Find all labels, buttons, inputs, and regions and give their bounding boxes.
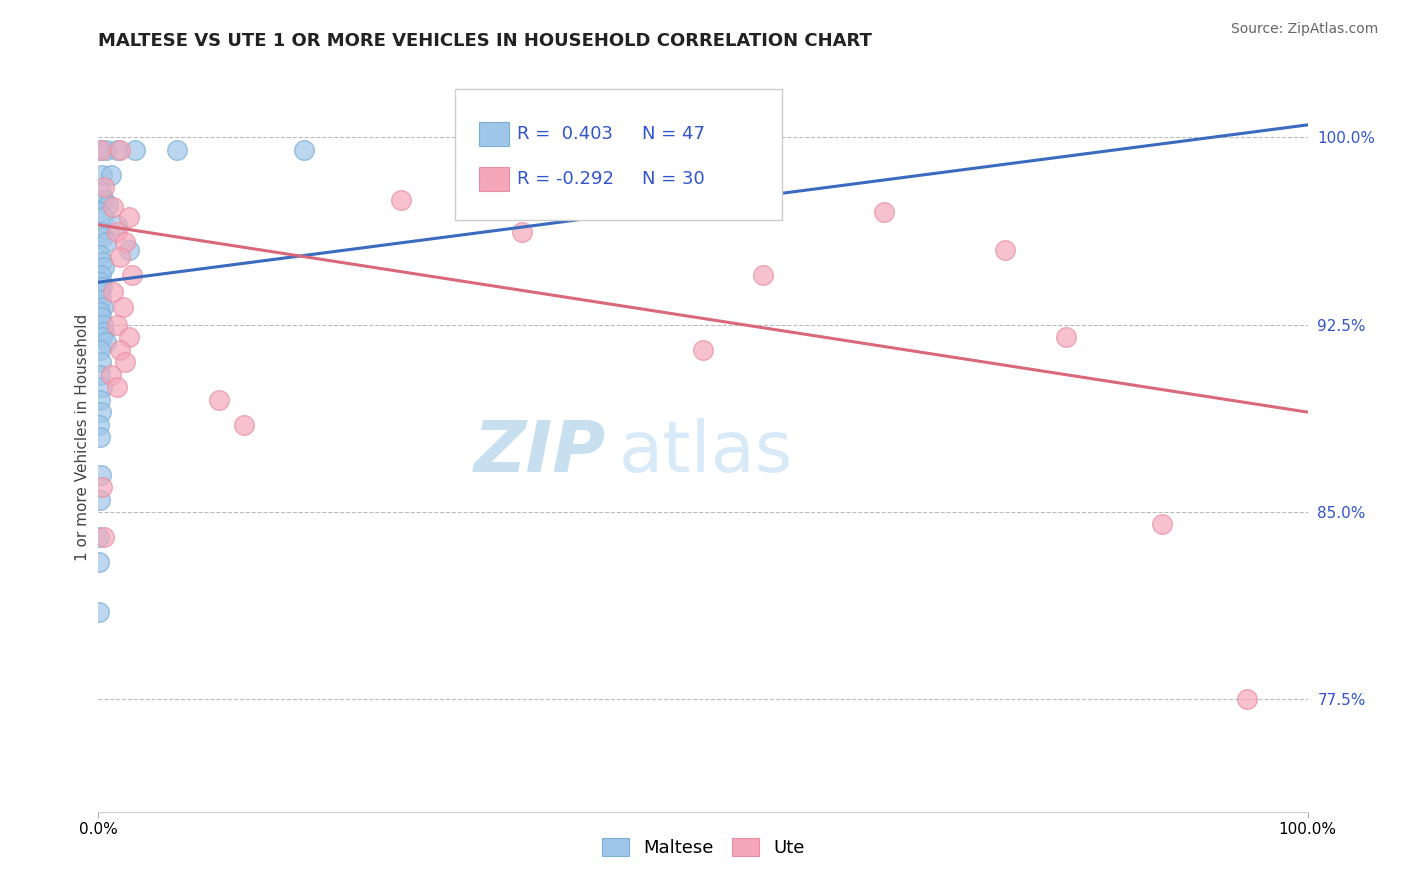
Point xyxy=(232,417,254,432)
Point xyxy=(118,330,141,344)
Text: N = 30: N = 30 xyxy=(641,169,704,187)
Point xyxy=(90,355,112,369)
Point xyxy=(100,368,122,382)
FancyBboxPatch shape xyxy=(456,88,782,219)
Point xyxy=(105,218,128,232)
Text: R =  0.403: R = 0.403 xyxy=(517,125,613,143)
Point xyxy=(108,343,131,357)
Point xyxy=(91,230,114,244)
Point xyxy=(89,368,111,382)
Text: R = -0.292: R = -0.292 xyxy=(517,169,614,187)
Point xyxy=(87,417,110,432)
Point xyxy=(89,285,111,300)
Point xyxy=(90,310,112,325)
Point xyxy=(111,300,134,314)
Text: Source: ZipAtlas.com: Source: ZipAtlas.com xyxy=(1230,22,1378,37)
Point xyxy=(692,343,714,357)
Point xyxy=(87,530,110,544)
Point xyxy=(89,430,111,444)
Point xyxy=(105,380,128,394)
Point xyxy=(90,293,112,307)
Point xyxy=(1054,330,1077,344)
Point xyxy=(90,268,112,282)
Point xyxy=(89,248,111,262)
Point xyxy=(114,355,136,369)
Point xyxy=(121,268,143,282)
Point xyxy=(94,335,117,350)
Point xyxy=(91,280,114,294)
Point xyxy=(108,250,131,264)
Point xyxy=(91,211,114,225)
Point xyxy=(93,193,115,207)
Point xyxy=(873,205,896,219)
Point xyxy=(108,143,131,157)
Point xyxy=(101,285,124,300)
Text: MALTESE VS UTE 1 OR MORE VEHICLES IN HOUSEHOLD CORRELATION CHART: MALTESE VS UTE 1 OR MORE VEHICLES IN HOU… xyxy=(98,32,872,50)
Point xyxy=(118,243,141,257)
Text: ZIP: ZIP xyxy=(474,417,606,486)
Point xyxy=(90,225,112,239)
FancyBboxPatch shape xyxy=(479,121,509,145)
Point xyxy=(166,143,188,157)
Point xyxy=(90,405,112,419)
Point xyxy=(105,225,128,239)
Text: N = 47: N = 47 xyxy=(641,125,704,143)
Point xyxy=(89,492,111,507)
Point xyxy=(752,268,775,282)
Point xyxy=(114,235,136,250)
Point xyxy=(93,325,115,339)
Point xyxy=(1152,517,1174,532)
Point xyxy=(91,168,114,182)
Point xyxy=(100,168,122,182)
Point xyxy=(90,143,112,157)
Point xyxy=(90,467,112,482)
Point xyxy=(91,255,114,269)
Point xyxy=(389,193,412,207)
Point xyxy=(89,555,111,569)
Point xyxy=(89,305,111,319)
Point xyxy=(91,380,114,394)
FancyBboxPatch shape xyxy=(479,167,509,191)
Point xyxy=(90,186,112,200)
Point xyxy=(94,235,117,250)
Point xyxy=(89,205,111,219)
Point xyxy=(93,530,115,544)
Point xyxy=(752,143,775,157)
Point xyxy=(89,343,111,357)
Point xyxy=(89,275,111,289)
Point xyxy=(97,198,120,212)
Point xyxy=(94,143,117,157)
Point xyxy=(124,143,146,157)
Point xyxy=(1236,692,1258,706)
Point xyxy=(510,225,533,239)
Point xyxy=(105,143,128,157)
Point xyxy=(91,330,114,344)
Point xyxy=(208,392,231,407)
Legend: Maltese, Ute: Maltese, Ute xyxy=(595,830,811,864)
Point xyxy=(91,318,114,332)
Text: atlas: atlas xyxy=(619,417,793,486)
Point xyxy=(101,200,124,214)
Point xyxy=(118,211,141,225)
Point xyxy=(91,300,114,314)
Point xyxy=(93,260,115,275)
Point xyxy=(292,143,315,157)
Point xyxy=(89,392,111,407)
Point xyxy=(89,605,111,619)
Y-axis label: 1 or more Vehicles in Household: 1 or more Vehicles in Household xyxy=(75,313,90,561)
Point xyxy=(994,243,1017,257)
Point xyxy=(105,318,128,332)
Point xyxy=(91,480,114,494)
Point xyxy=(89,143,111,157)
Point xyxy=(93,180,115,194)
